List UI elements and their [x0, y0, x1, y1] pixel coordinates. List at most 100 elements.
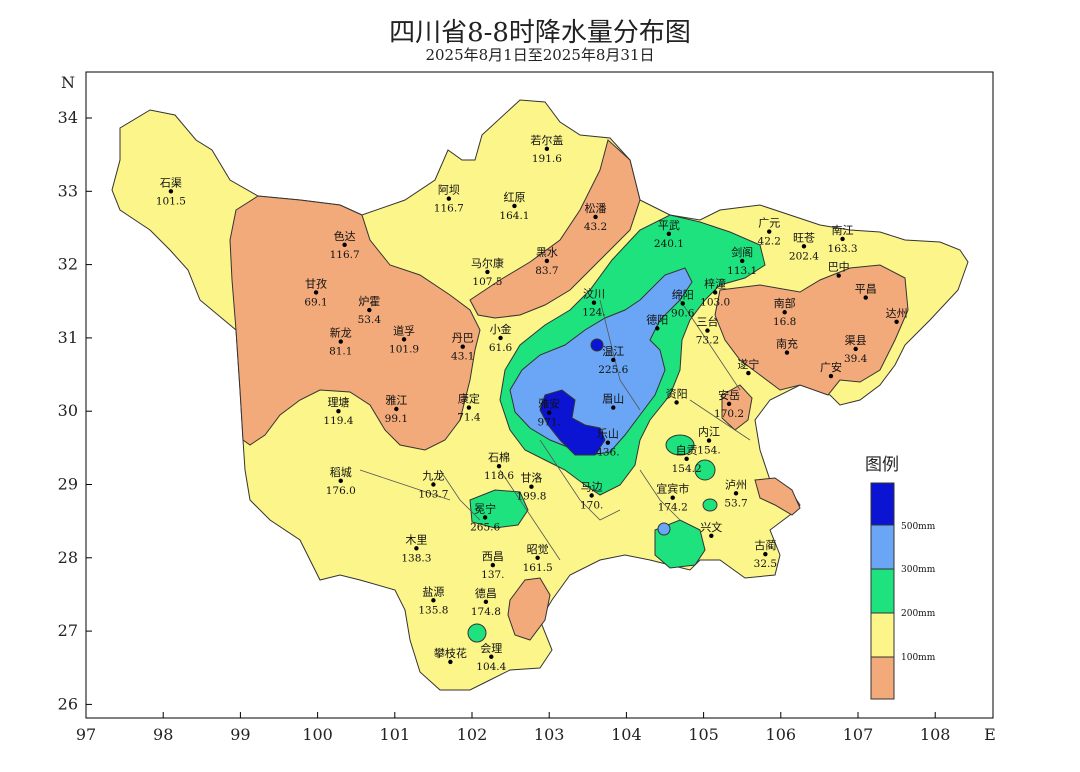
- station-value: 202.4: [789, 250, 819, 262]
- station-value: 69.1: [304, 296, 327, 308]
- station-dot: [782, 310, 787, 315]
- station-name: 温江: [602, 345, 624, 358]
- x-tick-label: 97: [76, 725, 96, 744]
- map-axes: 97 98 99 100 101 102 103 104 105 106 107 108 34 33 32 3…: [58, 73, 996, 744]
- station-name: 乐山: [597, 428, 619, 441]
- station-dot: [496, 463, 502, 469]
- station-dot: [336, 409, 341, 414]
- x-tick-label: 98: [153, 725, 173, 744]
- station-dot: [489, 654, 494, 659]
- station-name: 新龙: [330, 326, 352, 340]
- station-name: 康定: [458, 392, 480, 406]
- station-dot: [544, 146, 550, 151]
- station-name: 宜宾市: [656, 482, 689, 496]
- station-dot: [544, 258, 550, 264]
- station-dot: [767, 229, 772, 234]
- station-value: 61.6: [489, 342, 513, 354]
- station-value: 240.1: [654, 238, 684, 250]
- station-dot: [448, 659, 453, 665]
- station-value: 170.2: [714, 408, 744, 420]
- station-dot: [674, 400, 679, 405]
- station-value: 137.: [481, 569, 504, 581]
- x-tick-label: 105: [688, 725, 719, 744]
- station-value: 225.6: [598, 364, 628, 376]
- station-dot: [414, 546, 419, 551]
- station-name: 稻城: [330, 466, 352, 479]
- station-name: 广元: [758, 217, 780, 230]
- station-dot: [591, 300, 597, 305]
- station-value: 99.1: [385, 413, 408, 425]
- station-name: 昭觉: [527, 543, 549, 556]
- station-dot: [863, 295, 868, 300]
- x-tick-label: 101: [380, 725, 411, 744]
- x-tick-label: 104: [611, 725, 642, 744]
- station-layer: 石渠 101.5 若尔盖 191.6 色达 116.7 阿坝 116.7 红原 164.1 松潘 43…: [156, 133, 908, 673]
- region-200-300-spot3: [702, 498, 718, 512]
- station-name: 西昌: [482, 550, 504, 563]
- station-name: 自贡: [676, 444, 698, 457]
- region-lt100-southeast: [754, 477, 801, 516]
- station-value: 176.0: [326, 485, 356, 497]
- station-dot: [706, 438, 712, 443]
- station-dot: [894, 319, 899, 324]
- station-name: 兴文: [700, 520, 722, 534]
- station-value: 436.: [596, 447, 619, 459]
- station-value: 39.4: [844, 353, 868, 365]
- station-dot: [529, 484, 534, 489]
- station-dot: [733, 491, 739, 496]
- station-dot: [801, 244, 807, 249]
- station-dot: [684, 456, 689, 462]
- map-subtitle: 2025年8月1日至2025年8月31日: [425, 46, 655, 64]
- station-value: 163.3: [828, 243, 858, 255]
- station-dot: [401, 337, 407, 342]
- x-tick-label: 99: [230, 725, 250, 744]
- station-dot: [840, 236, 845, 242]
- station-name: 石渠: [160, 176, 182, 189]
- station-name: 遂宁: [737, 357, 759, 371]
- station-value: 104.4: [476, 661, 506, 673]
- station-dot: [666, 231, 672, 237]
- station-value: 164.1: [499, 210, 529, 222]
- station-name: 达州: [886, 307, 908, 320]
- station-dot: [535, 555, 540, 560]
- station-name: 德昌: [475, 586, 497, 600]
- legend-label-500: 500mm: [901, 522, 936, 532]
- station-value: 116.7: [330, 249, 360, 261]
- station-value: 53.4: [358, 314, 382, 326]
- station-name: 若尔盖: [530, 133, 563, 147]
- station-value: 116.7: [434, 203, 464, 215]
- station-dot: [784, 350, 790, 355]
- station-name: 雅江: [385, 393, 407, 407]
- station-name: 黑水: [536, 246, 558, 259]
- station-value: 101.9: [389, 343, 419, 355]
- station-name: 绵阳: [672, 287, 694, 301]
- y-axis-label: N: [61, 73, 75, 92]
- station-dot: [485, 269, 490, 275]
- station-value: 81.1: [329, 346, 352, 358]
- region-gt500: [539, 389, 606, 456]
- region-200-300-spot4: [467, 623, 487, 643]
- station-name: 马尔康: [471, 256, 504, 270]
- legend-swatch-lt100: [870, 656, 895, 700]
- station-value: 103.0: [700, 296, 730, 308]
- station-value: 174.2: [658, 502, 688, 514]
- region-gt500-spot: [590, 338, 604, 352]
- x-axis-label: E: [984, 725, 996, 744]
- station-dot: [763, 551, 768, 557]
- region-200-300-spot2: [694, 459, 716, 481]
- station-name: 红原: [503, 191, 525, 204]
- station-dot: [709, 533, 714, 539]
- station-value: 107.5: [472, 276, 502, 288]
- station-dot: [338, 339, 343, 344]
- station-dot: [655, 326, 660, 331]
- y-tick-label: 33: [58, 181, 78, 200]
- station-value: 971.: [538, 417, 561, 429]
- y-tick-label: 32: [58, 255, 78, 274]
- legend: 500mm 300mm 200mm 100mm: [870, 482, 936, 700]
- station-name: 九龙: [422, 470, 444, 483]
- x-tick-label: 107: [843, 725, 874, 744]
- station-dot: [605, 440, 611, 445]
- x-tick-label: 102: [457, 725, 488, 744]
- station-dot: [168, 189, 174, 194]
